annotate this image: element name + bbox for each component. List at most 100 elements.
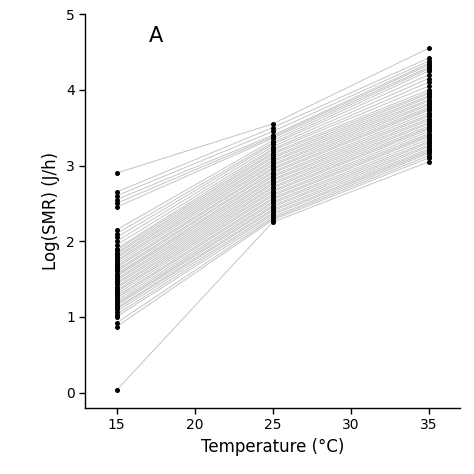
Point	[113, 253, 120, 260]
Point	[425, 103, 432, 111]
Point	[269, 219, 276, 226]
Point	[269, 168, 276, 175]
Point	[269, 184, 276, 192]
Point	[269, 188, 276, 196]
Point	[269, 137, 276, 145]
Point	[269, 124, 276, 131]
Point	[269, 196, 276, 203]
Point	[425, 133, 432, 141]
Point	[113, 169, 120, 177]
Point	[113, 196, 120, 203]
Point	[269, 183, 276, 191]
Point	[113, 264, 120, 272]
Point	[113, 266, 120, 274]
Point	[113, 279, 120, 287]
Point	[269, 158, 276, 165]
Point	[425, 137, 432, 145]
Point	[113, 245, 120, 253]
Point	[113, 258, 120, 265]
Point	[425, 148, 432, 156]
Point	[113, 234, 120, 241]
Point	[113, 299, 120, 306]
Point	[269, 153, 276, 160]
Point	[269, 210, 276, 217]
Point	[425, 79, 432, 86]
Point	[269, 162, 276, 169]
Point	[269, 150, 276, 158]
Point	[425, 101, 432, 109]
Point	[113, 306, 120, 313]
Point	[425, 90, 432, 98]
Point	[113, 277, 120, 284]
Point	[113, 263, 120, 270]
Point	[269, 156, 276, 164]
Point	[425, 67, 432, 75]
Point	[269, 141, 276, 148]
Point	[425, 118, 432, 126]
Point	[269, 203, 276, 211]
Point	[425, 141, 432, 149]
Point	[113, 275, 120, 283]
Point	[425, 98, 432, 105]
Point	[269, 181, 276, 188]
Point	[269, 191, 276, 198]
Point	[113, 300, 120, 308]
Point	[425, 158, 432, 165]
Point	[269, 213, 276, 221]
Point	[269, 143, 276, 150]
Point	[425, 86, 432, 94]
Point	[425, 112, 432, 120]
Point	[269, 139, 276, 146]
Point	[269, 192, 276, 200]
Point	[113, 256, 120, 264]
Point	[269, 165, 276, 173]
Point	[269, 206, 276, 213]
Point	[113, 294, 120, 302]
Point	[269, 169, 276, 177]
Point	[113, 246, 120, 254]
Point	[269, 200, 276, 207]
Point	[425, 126, 432, 133]
Point	[425, 139, 432, 146]
Point	[425, 96, 432, 103]
Point	[113, 284, 120, 292]
Point	[425, 128, 432, 135]
Point	[269, 187, 276, 194]
Point	[425, 88, 432, 96]
Point	[425, 105, 432, 113]
Point	[113, 281, 120, 288]
Point	[113, 313, 120, 320]
Point	[425, 60, 432, 67]
Point	[425, 154, 432, 162]
Point	[113, 292, 120, 300]
Point	[425, 75, 432, 82]
Point	[113, 291, 120, 298]
Point	[425, 94, 432, 101]
Point	[113, 254, 120, 262]
Point	[113, 237, 120, 245]
Point	[425, 130, 432, 137]
Point	[425, 135, 432, 143]
Point	[269, 149, 276, 156]
Point	[113, 319, 120, 327]
Point	[113, 188, 120, 196]
Point	[425, 92, 432, 100]
Point	[425, 57, 432, 65]
Point	[425, 82, 432, 90]
Point	[269, 207, 276, 215]
Point	[113, 308, 120, 315]
Point	[425, 61, 432, 69]
Point	[425, 150, 432, 157]
Point	[269, 172, 276, 179]
Point	[269, 198, 276, 206]
Point	[269, 211, 276, 219]
Point	[269, 146, 276, 154]
Point	[269, 133, 276, 141]
Point	[425, 55, 432, 62]
Point	[269, 135, 276, 142]
Point	[269, 128, 276, 135]
Point	[269, 175, 276, 183]
Point	[113, 273, 120, 281]
Point	[425, 111, 432, 118]
Point	[113, 296, 120, 304]
